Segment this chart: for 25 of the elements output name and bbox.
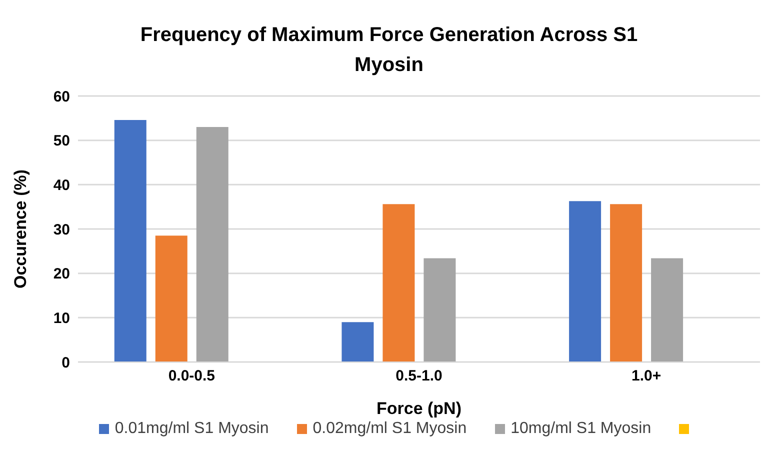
x-tick-label: 1.0+: [632, 368, 662, 385]
x-tick-label: 0.0-0.5: [168, 368, 216, 385]
bar: [155, 236, 188, 362]
legend-label: 10mg/ml S1 Myosin: [510, 420, 652, 438]
y-tick-label: 40: [53, 176, 70, 194]
y-tick-label: 30: [53, 221, 70, 238]
y-tick-label: 20: [53, 266, 70, 283]
legend-label: 0.01mg/ml S1 Myosin: [114, 420, 269, 438]
bar: [651, 258, 684, 362]
bar: [610, 204, 642, 362]
x-tick-label: 0.5-1.0: [396, 368, 442, 385]
y-tick-label: 0: [62, 354, 70, 372]
bar: [424, 258, 456, 362]
bar: [382, 204, 415, 362]
chart-title: Frequency of Maximum Force Generation Across S1 Myosin: [139, 23, 639, 78]
x-axis-title: Force (pN): [376, 399, 462, 418]
legend-label: 0.02mg/ml S1 Myosin: [312, 420, 467, 438]
bar: [196, 127, 228, 362]
y-tick-label: 10: [53, 310, 70, 327]
y-axis-title: Occurence (%): [11, 169, 30, 289]
bar: [114, 120, 146, 362]
y-tick-label: 50: [53, 132, 70, 150]
bar: [342, 322, 374, 362]
y-tick-label: 60: [53, 88, 70, 106]
bar: [569, 201, 602, 362]
